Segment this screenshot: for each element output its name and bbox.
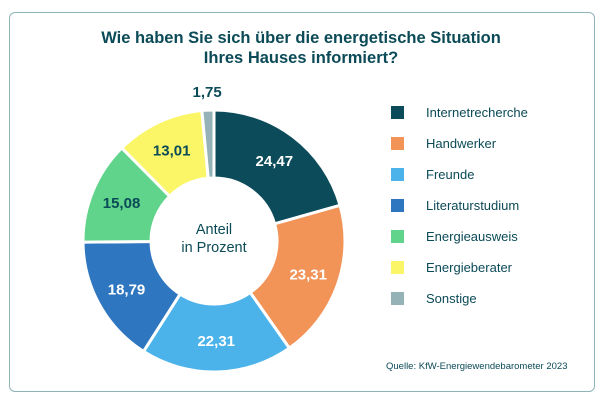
source-note: Quelle: KfW-Energiewendebarometer 2023	[386, 361, 568, 372]
legend-label: Sonstige	[426, 291, 477, 306]
legend-swatch	[391, 230, 404, 243]
slice-freunde	[141, 290, 292, 374]
legend-swatch	[391, 199, 404, 212]
legend-swatch	[391, 292, 404, 305]
slice-internetrecherche	[212, 108, 342, 226]
slice-handwerker	[248, 203, 347, 351]
legend-label: Energieausweis	[426, 229, 518, 244]
legend-label: Energieberater	[426, 260, 512, 275]
data-label-energieausweis: 15,08	[103, 195, 141, 212]
center-label-line-1: Anteil	[196, 222, 232, 238]
chart-title-line-2: Ihres Hauses informiert?	[203, 49, 399, 67]
data-label-literaturstudium: 18,79	[108, 281, 146, 298]
legend-label: Handwerker	[426, 136, 497, 151]
chart-title: Wie haben Sie sich über die energetische…	[9, 28, 593, 68]
legend-label: Literaturstudium	[426, 198, 520, 213]
data-label-internetrecherche: 24,47	[256, 153, 294, 170]
legend-swatch	[391, 137, 404, 150]
data-label-energieberater: 13,01	[153, 142, 191, 159]
slice-sonstige	[200, 108, 216, 180]
donut-slice-labels: 24,47 23,31 22,31 18,79 15,08 13,01 1,75	[103, 84, 327, 350]
legend-swatch	[391, 106, 404, 119]
chart-title-line-1: Wie haben Sie sich über die energetische…	[101, 29, 501, 47]
legend-label: Freunde	[426, 167, 475, 182]
donut-slices	[81, 108, 347, 374]
data-label-freunde: 22,31	[197, 333, 235, 350]
legend-swatch	[391, 168, 404, 181]
center-label-line-2: in Prozent	[181, 240, 246, 256]
legend-swatch	[391, 261, 404, 274]
data-label-handwerker: 23,31	[289, 266, 327, 283]
data-label-sonstige: 1,75	[193, 84, 222, 101]
legend-label: Internetrecherche	[426, 105, 528, 120]
